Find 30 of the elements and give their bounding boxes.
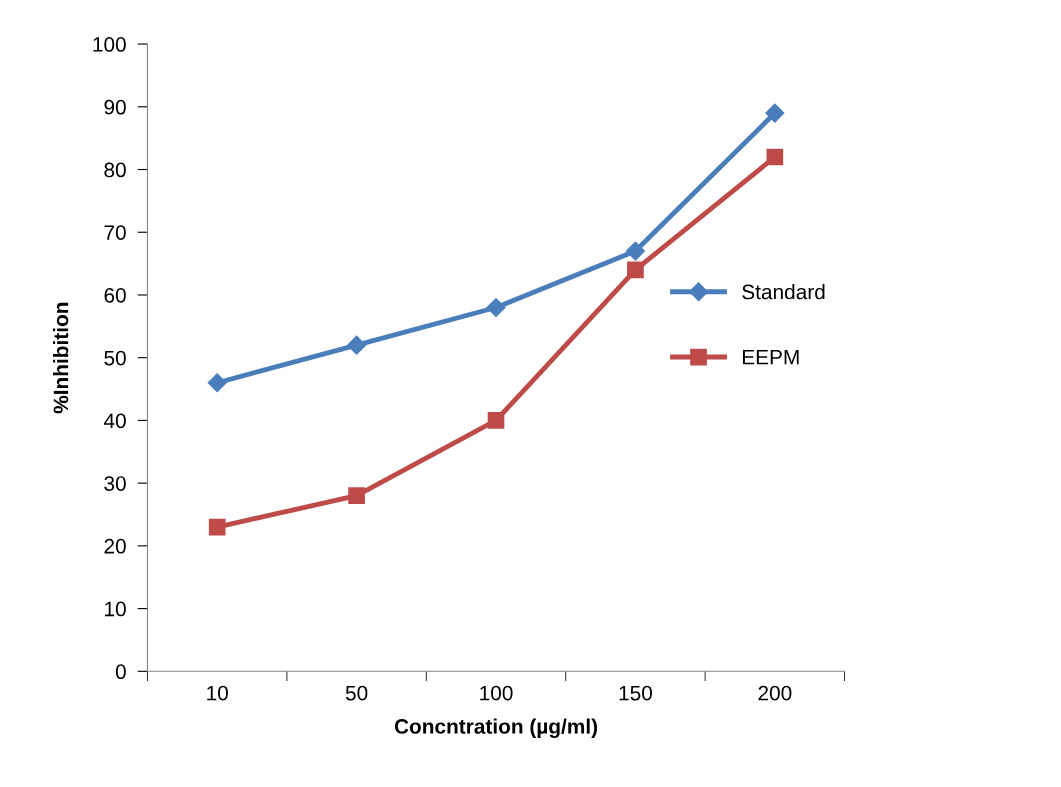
point (207, 373, 227, 393)
point (486, 297, 506, 318)
x-tick-label: 10 (207, 685, 228, 701)
y-tick-label: 30 (104, 476, 126, 491)
x-tick-label: 50 (345, 685, 368, 701)
x-tick-label: 150 (619, 685, 652, 701)
y-axis-title: %Inhibition (53, 302, 69, 414)
y-tick-label: 80 (104, 162, 126, 178)
y-tick-label: 60 (104, 287, 126, 303)
y-tick-label: 100 (93, 37, 126, 52)
point (208, 518, 226, 536)
y-tick-label: 10 (105, 601, 126, 617)
point (765, 103, 785, 123)
y-tick-label: 0 (115, 664, 126, 680)
y-tick-label: 40 (103, 413, 126, 429)
point (348, 487, 365, 505)
y-tick-label: 90 (104, 99, 126, 115)
point (487, 412, 505, 429)
x-tick-label: 100 (480, 685, 513, 701)
y-tick-label: 20 (104, 538, 126, 554)
point (347, 335, 367, 355)
point (766, 148, 784, 166)
legend-label: EEPM (742, 350, 799, 365)
legend-label: Standard (742, 283, 825, 300)
point (627, 261, 644, 279)
x-axis-title: Concntration (µg/ml) (394, 718, 598, 739)
point (625, 241, 645, 261)
x-tick-label: 200 (758, 685, 792, 701)
y-tick-label: 70 (104, 225, 126, 240)
y-tick-label: 50 (104, 350, 126, 366)
